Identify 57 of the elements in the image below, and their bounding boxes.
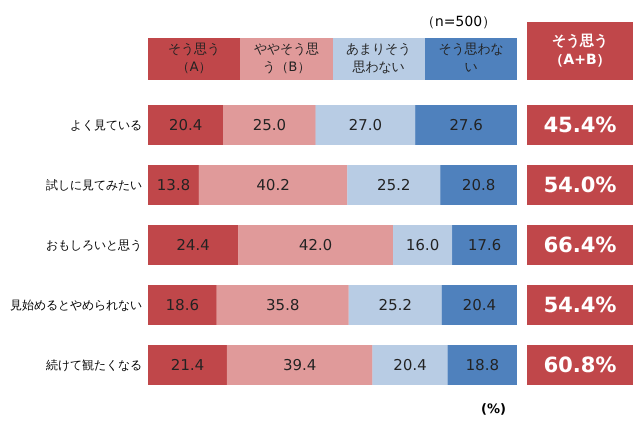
data-label: 24.4	[176, 236, 210, 254]
data-label: 39.4	[282, 356, 316, 374]
data-label: 27.0	[348, 116, 382, 134]
bar	[452, 225, 517, 265]
text: 45.4%	[527, 105, 633, 145]
bar	[223, 105, 316, 145]
text: （n=500）	[420, 13, 498, 32]
bar	[442, 285, 517, 325]
bar	[448, 345, 517, 385]
y-tick-label: よく見ている	[70, 118, 142, 132]
bar	[148, 105, 224, 145]
bar	[198, 165, 348, 205]
data-label: 13.8	[156, 176, 190, 194]
data-label: 25.2	[377, 176, 410, 194]
bar	[372, 345, 448, 385]
data-label: 18.6	[166, 296, 200, 314]
data-label: 35.8	[266, 296, 300, 314]
bar	[415, 105, 517, 145]
data-label: 16.0	[406, 236, 440, 254]
data-label: 40.2	[256, 176, 290, 194]
y-tick-label: おもしろいと思う	[46, 238, 142, 252]
bar	[238, 225, 394, 265]
text: そう思わない	[424, 38, 517, 80]
data-label: 21.4	[170, 356, 204, 374]
text: 54.0%	[527, 165, 633, 205]
bar	[393, 225, 452, 265]
data-label: 20.8	[462, 176, 496, 194]
text: そう思う（A+B）	[527, 22, 633, 80]
bar	[216, 285, 349, 325]
data-label: 25.0	[252, 116, 286, 134]
text: 60.8%	[527, 345, 633, 385]
text: (%)	[480, 400, 507, 418]
bar	[316, 105, 416, 145]
text: 54.4%	[527, 285, 633, 325]
bar	[440, 165, 517, 205]
text: そう思う（A）	[148, 38, 240, 80]
data-label: 20.4	[168, 116, 202, 134]
data-label: 17.6	[468, 236, 502, 254]
bar	[226, 345, 372, 385]
data-label: 25.2	[378, 296, 412, 314]
bar	[347, 165, 440, 205]
bar	[148, 285, 217, 325]
data-label: 42.0	[298, 236, 332, 254]
data-label: 18.8	[466, 356, 500, 374]
y-tick-label: 試しに見てみたい	[46, 178, 142, 192]
data-label: 20.4	[462, 296, 496, 314]
y-tick-label: 続けて観たくなる	[45, 358, 142, 372]
data-label: 27.6	[449, 116, 483, 134]
text: ややそう思う（B）	[240, 38, 332, 80]
bar	[348, 285, 442, 325]
y-tick-label: 見始めるとやめられない	[10, 298, 142, 312]
data-label: 20.4	[393, 356, 427, 374]
text: 66.4%	[527, 225, 633, 265]
bar	[148, 225, 238, 265]
bar	[148, 165, 199, 205]
text: あまりそう思わない	[332, 38, 425, 80]
bar	[148, 345, 227, 385]
